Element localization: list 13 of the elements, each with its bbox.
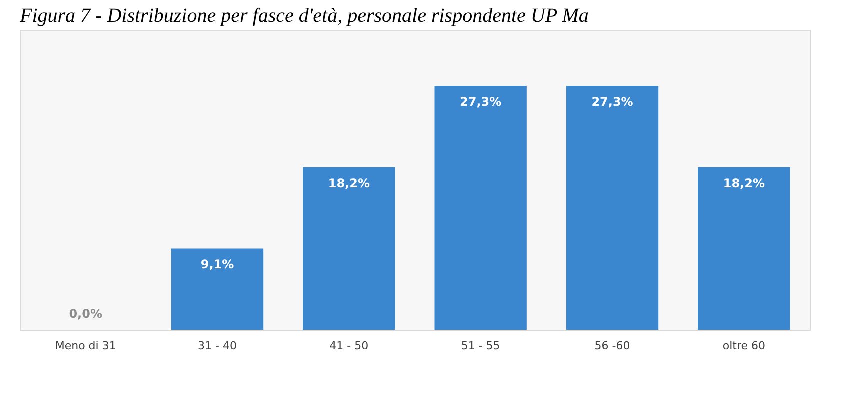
- data-label: 9,1%: [200, 258, 234, 272]
- x-tick-label: 41 - 50: [330, 340, 369, 352]
- data-label: 18,2%: [328, 176, 370, 190]
- data-label: 0,0%: [69, 307, 102, 321]
- x-tick-label: oltre 60: [722, 340, 766, 352]
- data-label: 27,3%: [592, 95, 634, 110]
- x-tick-label: 56 -60: [594, 340, 630, 352]
- data-label: 27,3%: [460, 95, 502, 110]
- x-tick-label: 31 - 40: [198, 340, 237, 352]
- data-label: 18,2%: [723, 176, 765, 190]
- x-tick-label: 51 - 55: [461, 340, 500, 352]
- chart-title: Figura 7 - Distribuzione per fasce d'età, personale rispondente UP Ma: [19, 5, 589, 27]
- x-tick-label: Meno di 31: [55, 340, 116, 352]
